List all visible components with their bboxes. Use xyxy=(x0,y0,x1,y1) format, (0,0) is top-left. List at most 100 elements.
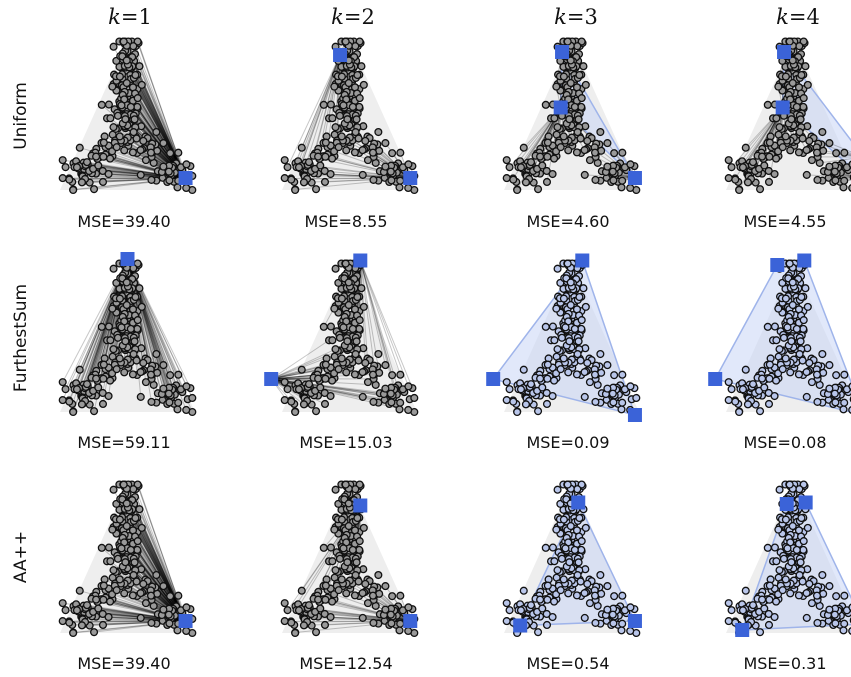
archetype-marker xyxy=(777,45,792,59)
data-point xyxy=(519,143,528,152)
data-point xyxy=(566,300,575,310)
data-point xyxy=(182,160,191,169)
data-point xyxy=(840,148,849,157)
data-point xyxy=(830,167,839,176)
data-point xyxy=(585,599,594,608)
data-point xyxy=(559,575,568,584)
data-point xyxy=(559,354,568,363)
data-point xyxy=(115,294,124,303)
data-point xyxy=(505,606,514,615)
reconstruction-line xyxy=(818,143,851,154)
data-point xyxy=(548,169,557,179)
data-point xyxy=(603,582,612,591)
data-point xyxy=(106,376,115,385)
data-point xyxy=(396,398,405,407)
data-point xyxy=(330,82,339,91)
data-point xyxy=(321,581,330,590)
data-point xyxy=(330,525,339,534)
reconstruction-line xyxy=(359,260,400,391)
data-point xyxy=(115,72,124,81)
data-point xyxy=(519,586,528,595)
data-point xyxy=(758,152,767,161)
data-point xyxy=(108,304,117,313)
data-point xyxy=(574,558,583,567)
data-point xyxy=(99,581,108,590)
data-point xyxy=(774,82,783,91)
data-point xyxy=(724,599,733,608)
data-point xyxy=(291,185,300,195)
data-point xyxy=(618,398,627,407)
data-point xyxy=(608,167,617,176)
data-point xyxy=(131,293,140,302)
data-point xyxy=(283,606,292,615)
data-point xyxy=(368,148,378,157)
data-point xyxy=(580,170,589,179)
data-point xyxy=(343,337,352,346)
data-point xyxy=(297,586,306,595)
data-point xyxy=(778,586,787,595)
data-point xyxy=(583,579,592,588)
data-point xyxy=(344,78,353,88)
data-point xyxy=(564,146,573,155)
data-point xyxy=(94,383,103,392)
data-point xyxy=(585,156,594,165)
data-point xyxy=(805,579,814,588)
data-point xyxy=(840,176,849,185)
data-point xyxy=(361,579,370,588)
reconstruction-line xyxy=(271,377,314,380)
data-point xyxy=(287,618,296,627)
data-point xyxy=(573,571,582,580)
data-point xyxy=(326,391,335,401)
data-point xyxy=(797,514,806,523)
data-point xyxy=(786,146,795,155)
data-point xyxy=(136,146,145,155)
data-point xyxy=(516,606,526,615)
data-point xyxy=(321,138,330,147)
data-point xyxy=(331,345,340,354)
data-point xyxy=(280,617,289,626)
data-point xyxy=(781,354,790,363)
data-point xyxy=(801,62,810,71)
data-point xyxy=(104,612,113,622)
data-point xyxy=(572,148,581,157)
data-point xyxy=(832,149,841,158)
reconstruction-line xyxy=(138,66,187,179)
data-point xyxy=(583,358,592,367)
data-point xyxy=(147,397,156,406)
data-point xyxy=(335,333,344,342)
data-point xyxy=(350,370,359,379)
panel-r1-c2 xyxy=(280,37,419,195)
data-point xyxy=(559,515,568,524)
data-point xyxy=(159,384,168,393)
data-point xyxy=(807,378,816,387)
data-point xyxy=(848,406,851,414)
data-point xyxy=(794,148,803,157)
data-point xyxy=(573,128,582,137)
data-point xyxy=(109,264,118,273)
data-point xyxy=(69,185,78,195)
data-point xyxy=(358,589,367,598)
data-point xyxy=(328,376,337,385)
data-point xyxy=(632,393,641,403)
archetype-marker xyxy=(555,45,570,59)
data-point xyxy=(513,407,522,417)
data-point xyxy=(61,163,70,172)
data-point xyxy=(146,591,156,600)
data-point xyxy=(165,398,174,407)
archetype-marker xyxy=(797,253,812,268)
data-point xyxy=(794,591,803,600)
data-point xyxy=(748,601,758,610)
data-point xyxy=(357,284,366,293)
data-point xyxy=(120,368,129,377)
data-point xyxy=(802,589,811,598)
panel-r3-c1 xyxy=(58,480,197,638)
data-point xyxy=(331,566,340,575)
data-point xyxy=(358,368,367,377)
data-point xyxy=(572,370,581,379)
mse-label-r2-c4: MSE=0.08 xyxy=(743,433,826,452)
column-title-k4: k=4 xyxy=(776,5,820,29)
data-point xyxy=(565,558,574,567)
reconstruction-line xyxy=(271,378,393,398)
data-point xyxy=(796,337,805,346)
